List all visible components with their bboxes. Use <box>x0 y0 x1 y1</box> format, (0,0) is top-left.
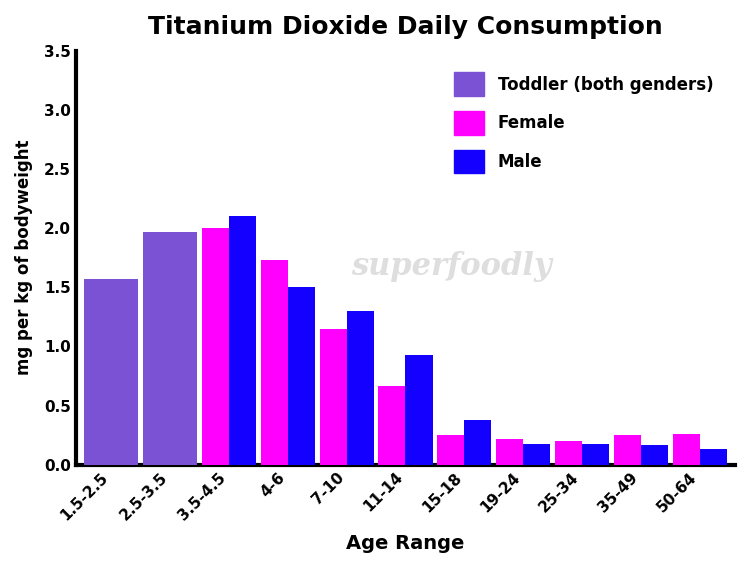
Bar <box>614 435 640 465</box>
Bar <box>673 434 700 465</box>
Bar <box>406 355 433 465</box>
Bar <box>229 216 256 465</box>
X-axis label: Age Range: Age Range <box>346 534 465 553</box>
Bar <box>700 449 727 465</box>
Bar <box>379 386 406 465</box>
Y-axis label: mg per kg of bodyweight: mg per kg of bodyweight <box>15 140 33 375</box>
Bar <box>84 279 138 465</box>
Bar <box>320 329 346 465</box>
Bar <box>555 441 582 465</box>
Bar <box>261 260 288 465</box>
Text: superfoodly: superfoodly <box>351 250 552 282</box>
Bar <box>464 420 491 465</box>
Bar <box>640 445 668 465</box>
Bar <box>288 287 315 465</box>
Bar <box>202 228 229 465</box>
Bar <box>437 435 464 465</box>
Title: Titanium Dioxide Daily Consumption: Titanium Dioxide Daily Consumption <box>148 15 663 39</box>
Bar <box>143 232 197 465</box>
Legend: Toddler (both genders), Female, Male: Toddler (both genders), Female, Male <box>441 59 727 186</box>
Bar <box>346 311 374 465</box>
Bar <box>524 444 550 465</box>
Bar <box>582 444 609 465</box>
Bar <box>496 439 524 465</box>
